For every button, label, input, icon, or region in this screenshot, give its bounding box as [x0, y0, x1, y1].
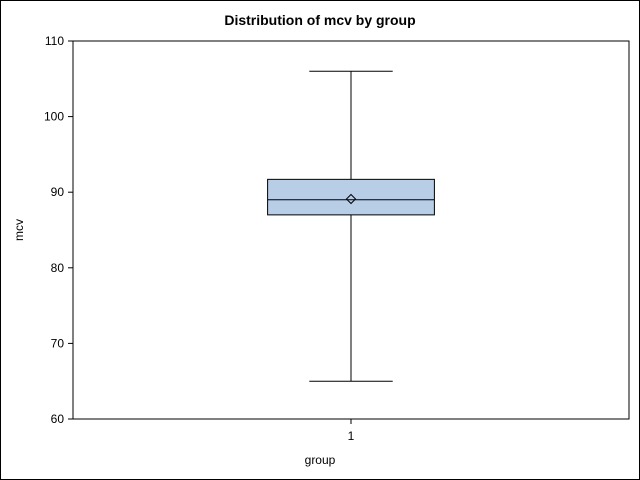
y-tick-label: 60: [51, 412, 65, 426]
interquartile-box: [267, 178, 435, 216]
y-axis: 60 70 80 90 100 110: [44, 34, 73, 426]
x-axis-label: group: [305, 453, 336, 467]
chart-title: Distribution of mcv by group: [224, 12, 415, 28]
x-axis: 1: [348, 419, 355, 443]
y-tick-label: 90: [51, 185, 65, 199]
y-axis-label: mcv: [12, 219, 26, 241]
y-tick-label: 110: [45, 34, 64, 48]
y-tick-label: 100: [44, 110, 64, 124]
y-tick-label: 80: [51, 261, 65, 275]
mean-marker: [345, 193, 357, 205]
y-tick-label: 70: [51, 336, 65, 350]
x-tick-label: 1: [348, 429, 355, 443]
box-plot-group: [267, 70, 435, 382]
